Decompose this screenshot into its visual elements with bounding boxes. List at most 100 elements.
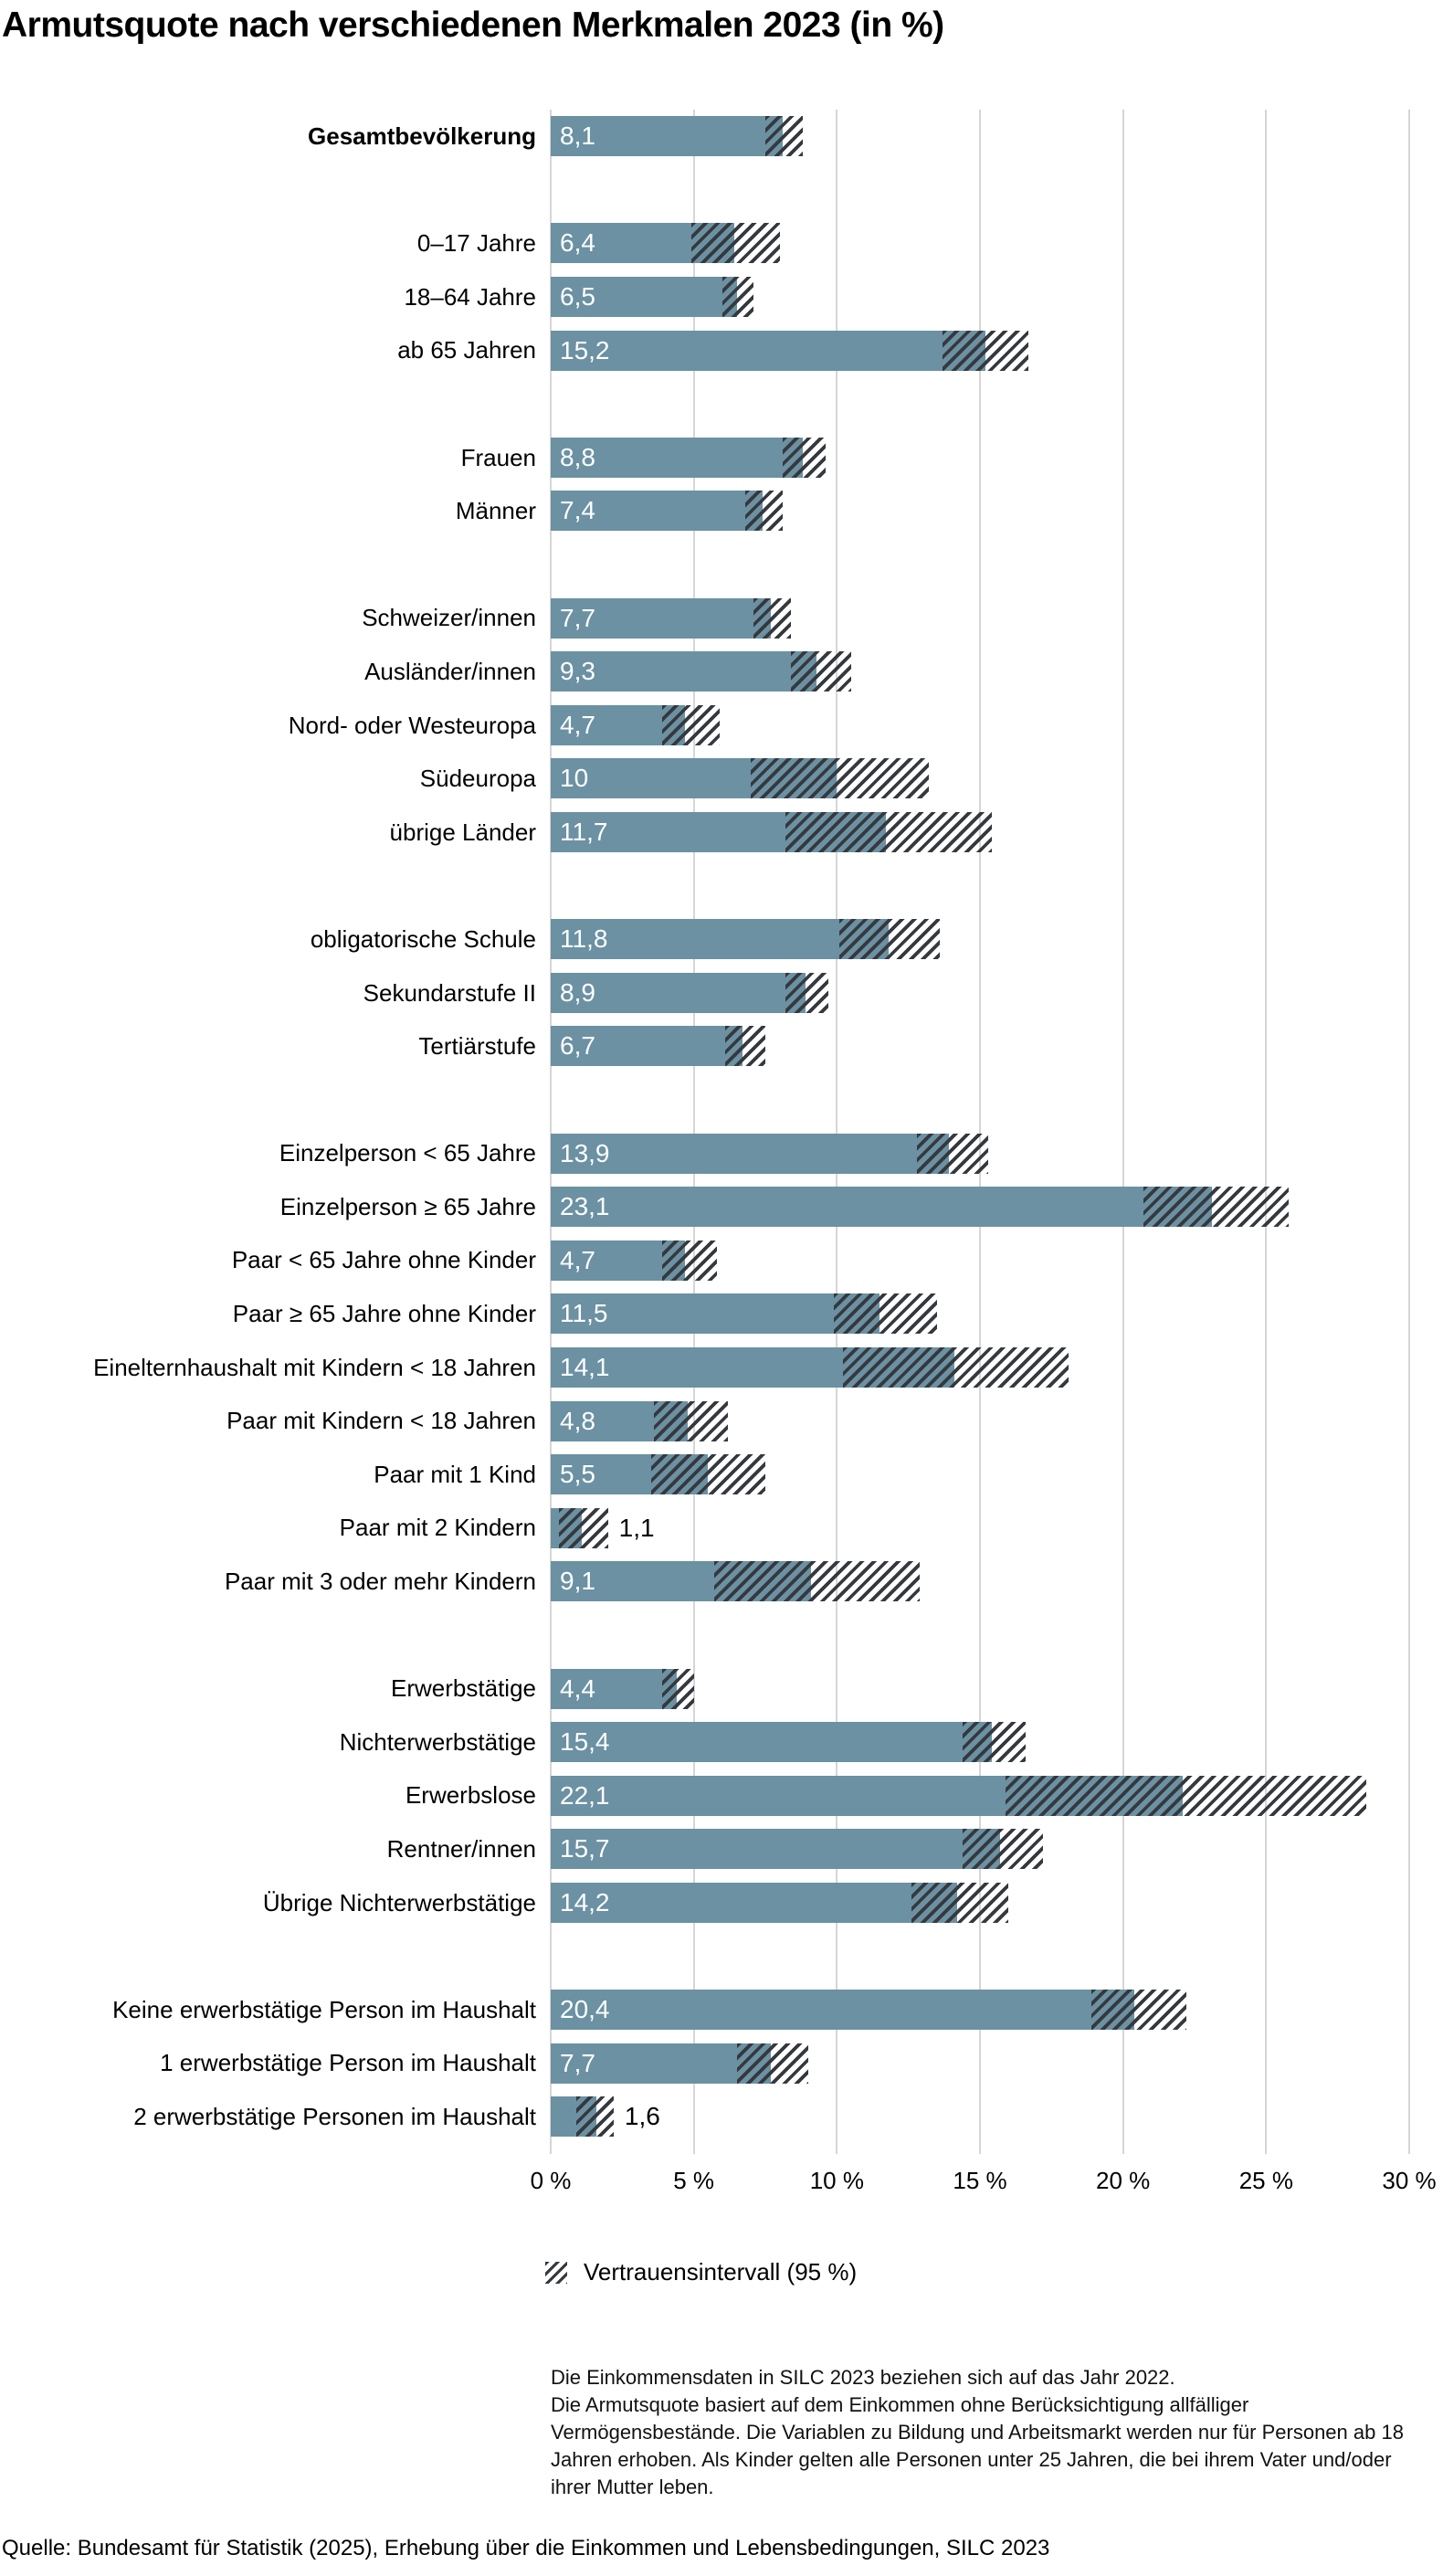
value-label: 20,4 [560, 1995, 610, 2024]
chart-row: Paar mit Kindern < 18 Jahren 4,8 [0, 1394, 1443, 1448]
bar-track: 23,1 [551, 1180, 1443, 1234]
chart-row: Paar mit 2 Kindern 1,1 [0, 1501, 1443, 1555]
bar-track: 7,7 [551, 2036, 1443, 2090]
value-label: 7,7 [560, 2048, 595, 2077]
chart-row: Gesamtbevölkerung 8,1 [0, 110, 1443, 164]
confidence-interval-hatch [690, 223, 780, 264]
category-label: Keine erwerbstätige Person im Haushalt [112, 1995, 536, 2023]
value-label: 14,1 [560, 1352, 610, 1381]
chart-row: Paar ≥ 65 Jahre ohne Kinder 11,5 [0, 1287, 1443, 1341]
value-label: 13,9 [560, 1138, 610, 1167]
bar [551, 1133, 949, 1174]
chart-row: Paar mit 1 Kind 5,5 [0, 1448, 1443, 1502]
bar [551, 1990, 1135, 2031]
confidence-interval-hatch [662, 1668, 694, 1709]
category-label: Erwerbstätige [391, 1674, 536, 1703]
value-label: 4,7 [560, 1245, 595, 1274]
chart-group: Einzelperson < 65 Jahre 13,9 Einzelperson … [0, 1126, 1443, 1608]
bar-track: 15,2 [551, 323, 1443, 377]
bar-track: 20,4 [551, 1983, 1443, 2037]
gridline [1265, 110, 1268, 2154]
bar-track: 7,4 [551, 484, 1443, 538]
chart-group: Schweizer/innen 7,7 Ausländer/innen 9,3 Nord… [0, 591, 1443, 859]
confidence-interval-hatch [839, 919, 941, 960]
bar-track: 1,1 [551, 1501, 1443, 1555]
bar-track: 10 [551, 752, 1443, 806]
chart-row: Einzelperson < 65 Jahre 13,9 [0, 1126, 1443, 1180]
chart-row: Erwerbslose 22,1 [0, 1768, 1443, 1822]
chart-row: 0–17 Jahre 6,4 [0, 216, 1443, 270]
category-label: Paar < 65 Jahre ohne Kinder [231, 1246, 536, 1274]
confidence-interval-hatch [911, 1882, 1009, 1923]
chart-groups: Gesamtbevölkerung 8,1 0–17 Jahre 6,4 18–64 J… [0, 110, 1443, 2144]
category-label: 18–64 Jahre [404, 282, 536, 311]
confidence-interval-hatch [713, 1561, 921, 1602]
confidence-interval-hatch [963, 1829, 1043, 1870]
value-label: 4,8 [560, 1406, 595, 1435]
value-label: 4,4 [560, 1673, 595, 1703]
gridline [836, 110, 838, 2154]
confidence-interval-hatch [653, 1400, 729, 1441]
axis-tick-label: 15 % [953, 2167, 1007, 2194]
confidence-interval-hatch [785, 972, 828, 1013]
confidence-interval-hatch [559, 1507, 608, 1548]
confidence-interval-hatch [842, 1346, 1069, 1388]
category-label: Schweizer/innen [362, 604, 536, 632]
gridline [692, 110, 695, 2154]
value-label: 11,5 [560, 1299, 608, 1328]
bar [551, 437, 803, 478]
bar-track: 4,8 [551, 1394, 1443, 1448]
confidence-interval-hatch [662, 704, 720, 745]
value-label: 6,4 [560, 228, 595, 258]
bar-track: 1,6 [551, 2090, 1443, 2144]
footnotes: Die Einkommensdaten in SILC 2023 beziehe… [551, 2364, 1409, 2501]
axis-tick-label: 0 % [530, 2167, 572, 2194]
category-label: obligatorische Schule [310, 924, 536, 953]
bar-track: 8,1 [551, 110, 1443, 164]
bar-track: 8,8 [551, 431, 1443, 485]
chart-row: obligatorische Schule 11,8 [0, 913, 1443, 966]
value-label: 22,1 [560, 1780, 610, 1810]
bar [551, 1293, 880, 1335]
bar [551, 1722, 992, 1763]
value-label: 6,5 [560, 282, 595, 311]
value-label: 9,3 [560, 657, 595, 686]
bar [551, 1668, 677, 1709]
chart-row: 2 erwerbstätige Personen im Haushalt 1,6 [0, 2090, 1443, 2144]
axis-tick-label: 5 % [673, 2167, 715, 2194]
category-label: Paar ≥ 65 Jahre ohne Kinder [232, 1300, 536, 1328]
chart-group: Frauen 8,8 Männer 7,4 [0, 431, 1443, 538]
bar [551, 1882, 957, 1923]
value-label: 1,1 [618, 1513, 655, 1542]
chart-row: Ausländer/innen 9,3 [0, 645, 1443, 699]
chart-row: Sekundarstufe II 8,9 [0, 966, 1443, 1020]
bar [551, 597, 772, 639]
bar [551, 330, 986, 371]
bar-track: 5,5 [551, 1448, 1443, 1502]
category-label: Einelternhaushalt mit Kindern < 18 Jahre… [93, 1353, 536, 1381]
category-label: Frauen [460, 443, 536, 471]
chart-row: übrige Länder 11,7 [0, 806, 1443, 860]
confidence-interval-hatch [834, 1293, 937, 1335]
bar-track: 4,7 [551, 1233, 1443, 1287]
bar-chart: Gesamtbevölkerung 8,1 0–17 Jahre 6,4 18–64 J… [0, 110, 1443, 2156]
gridline [979, 110, 981, 2154]
chart-row: Tertiärstufe 6,7 [0, 1019, 1443, 1073]
chart-row: Männer 7,4 [0, 484, 1443, 538]
confidence-interval-hatch-icon [545, 2261, 567, 2284]
category-label: Gesamtbevölkerung [308, 122, 536, 150]
axis-tick-label: 20 % [1096, 2167, 1151, 2194]
chart-group: Keine erwerbstätige Person im Haushalt 20… [0, 1983, 1443, 2144]
bar-track: 15,7 [551, 1822, 1443, 1876]
chart-row: Einelternhaushalt mit Kindern < 18 Jahre… [0, 1341, 1443, 1395]
category-label: Paar mit 2 Kindern [339, 1514, 536, 1542]
confidence-interval-hatch [1143, 1187, 1290, 1228]
category-label: Paar mit 1 Kind [374, 1460, 536, 1488]
value-label: 15,4 [560, 1727, 610, 1757]
confidence-interval-hatch [943, 330, 1029, 371]
x-axis: 0 % 5 % 10 % 15 % 20 % 25 % 30 % [0, 2167, 1443, 2203]
chart-row: Erwerbstätige 4,4 [0, 1662, 1443, 1716]
category-label: übrige Länder [389, 818, 536, 846]
bar-track: 14,1 [551, 1341, 1443, 1395]
confidence-interval-hatch [662, 1240, 717, 1281]
